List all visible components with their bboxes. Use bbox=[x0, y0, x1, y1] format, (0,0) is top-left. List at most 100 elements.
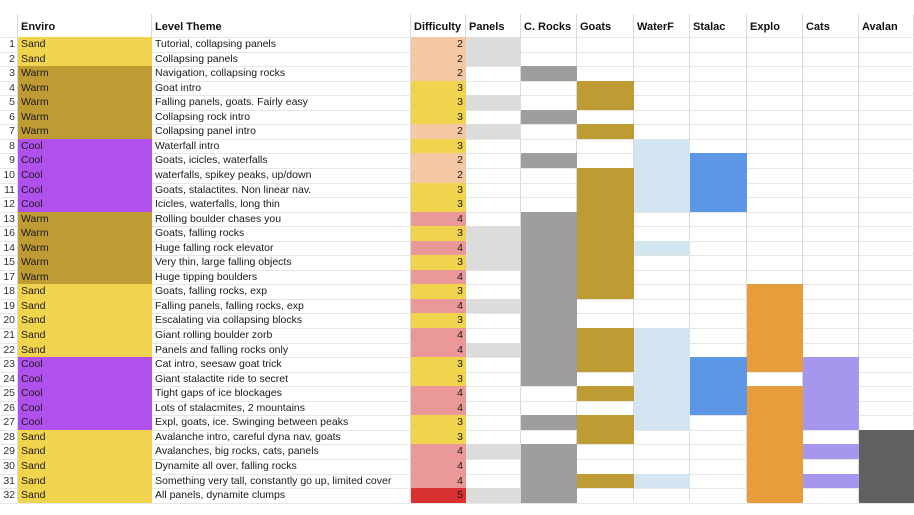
feature-panels-cell[interactable] bbox=[466, 255, 521, 271]
header-explo[interactable]: Explo bbox=[750, 21, 780, 33]
difficulty-cell[interactable]: 3 bbox=[411, 80, 466, 96]
level-theme-cell[interactable]: Lots of stalacmites, 2 mountains bbox=[155, 401, 305, 414]
header-panels[interactable]: Panels bbox=[469, 21, 505, 33]
feature-waterf-cell[interactable] bbox=[634, 153, 690, 169]
level-theme-cell[interactable]: Dynamite all over, falling rocks bbox=[155, 459, 297, 472]
enviro-cell[interactable]: Cool bbox=[18, 415, 152, 431]
feature-crocks-cell[interactable] bbox=[521, 153, 577, 169]
feature-panels-cell[interactable] bbox=[466, 51, 521, 67]
feature-cats-cell[interactable] bbox=[803, 473, 859, 489]
level-theme-cell[interactable]: Collapsing panel intro bbox=[155, 125, 256, 138]
level-theme-cell[interactable]: Falling panels, falling rocks, exp bbox=[155, 299, 304, 312]
feature-stalac-cell[interactable] bbox=[690, 167, 747, 183]
feature-goats-cell[interactable] bbox=[577, 182, 634, 198]
feature-goats-cell[interactable] bbox=[577, 357, 634, 373]
difficulty-cell[interactable]: 4 bbox=[411, 342, 466, 358]
feature-crocks-cell[interactable] bbox=[521, 342, 577, 358]
difficulty-cell[interactable]: 3 bbox=[411, 109, 466, 125]
feature-goats-cell[interactable] bbox=[577, 124, 634, 140]
level-theme-cell[interactable]: Goats, falling rocks, exp bbox=[155, 285, 268, 298]
enviro-cell[interactable]: Cool bbox=[18, 400, 152, 416]
feature-waterf-cell[interactable] bbox=[634, 357, 690, 373]
difficulty-cell[interactable]: 4 bbox=[411, 473, 466, 489]
feature-stalac-cell[interactable] bbox=[690, 357, 747, 373]
row-number[interactable]: 23 bbox=[3, 358, 15, 371]
enviro-cell[interactable]: Cool bbox=[18, 386, 152, 402]
level-theme-cell[interactable]: Avalanches, big rocks, cats, panels bbox=[155, 445, 319, 458]
enviro-cell[interactable]: Cool bbox=[18, 138, 152, 154]
feature-panels-cell[interactable] bbox=[466, 95, 521, 111]
row-number[interactable]: 17 bbox=[3, 270, 15, 283]
enviro-cell[interactable]: Warm bbox=[18, 80, 152, 96]
enviro-cell[interactable]: Cool bbox=[18, 371, 152, 387]
row-number[interactable]: 19 bbox=[3, 299, 15, 312]
difficulty-cell[interactable]: 3 bbox=[411, 95, 466, 111]
enviro-cell[interactable]: Warm bbox=[18, 109, 152, 125]
feature-crocks-cell[interactable] bbox=[521, 284, 577, 300]
feature-cats-cell[interactable] bbox=[803, 386, 859, 402]
enviro-cell[interactable]: Warm bbox=[18, 226, 152, 242]
level-theme-cell[interactable]: Icicles, waterfalls, long thin bbox=[155, 198, 280, 211]
difficulty-cell[interactable]: 3 bbox=[411, 415, 466, 431]
header-difficulty[interactable]: Difficulty bbox=[414, 21, 462, 33]
feature-goats-cell[interactable] bbox=[577, 80, 634, 96]
header-cats[interactable]: Cats bbox=[806, 21, 830, 33]
difficulty-cell[interactable]: 3 bbox=[411, 371, 466, 387]
level-theme-cell[interactable]: Waterfall intro bbox=[155, 139, 220, 152]
feature-goats-cell[interactable] bbox=[577, 95, 634, 111]
feature-goats-cell[interactable] bbox=[577, 240, 634, 256]
feature-goats-cell[interactable] bbox=[577, 255, 634, 271]
row-number[interactable]: 24 bbox=[3, 372, 15, 385]
row-number[interactable]: 32 bbox=[3, 489, 15, 502]
feature-crocks-cell[interactable] bbox=[521, 473, 577, 489]
difficulty-cell[interactable]: 2 bbox=[411, 167, 466, 183]
feature-panels-cell[interactable] bbox=[466, 342, 521, 358]
level-theme-cell[interactable]: Escalating via collapsing blocks bbox=[155, 314, 303, 327]
difficulty-cell[interactable]: 3 bbox=[411, 284, 466, 300]
feature-crocks-cell[interactable] bbox=[521, 444, 577, 460]
enviro-cell[interactable]: Cool bbox=[18, 167, 152, 183]
feature-waterf-cell[interactable] bbox=[634, 400, 690, 416]
row-number[interactable]: 30 bbox=[3, 459, 15, 472]
feature-stalac-cell[interactable] bbox=[690, 386, 747, 402]
level-theme-cell[interactable]: Collapsing panels bbox=[155, 52, 238, 65]
feature-crocks-cell[interactable] bbox=[521, 371, 577, 387]
difficulty-cell[interactable]: 4 bbox=[411, 386, 466, 402]
feature-crocks-cell[interactable] bbox=[521, 269, 577, 285]
feature-crocks-cell[interactable] bbox=[521, 488, 577, 504]
feature-crocks-cell[interactable] bbox=[521, 66, 577, 82]
feature-panels-cell[interactable] bbox=[466, 298, 521, 314]
row-number[interactable]: 2 bbox=[9, 52, 15, 65]
difficulty-cell[interactable]: 3 bbox=[411, 429, 466, 445]
difficulty-cell[interactable]: 3 bbox=[411, 357, 466, 373]
difficulty-cell[interactable]: 4 bbox=[411, 269, 466, 285]
row-number[interactable]: 22 bbox=[3, 343, 15, 356]
feature-goats-cell[interactable] bbox=[577, 226, 634, 242]
feature-waterf-cell[interactable] bbox=[634, 386, 690, 402]
feature-explo-cell[interactable] bbox=[747, 298, 803, 314]
feature-goats-cell[interactable] bbox=[577, 197, 634, 213]
enviro-cell[interactable]: Sand bbox=[18, 444, 152, 460]
feature-avalan-cell[interactable] bbox=[859, 458, 914, 474]
feature-avalan-cell[interactable] bbox=[859, 488, 914, 504]
enviro-cell[interactable]: Cool bbox=[18, 357, 152, 373]
level-theme-cell[interactable]: Giant stalactite ride to secret bbox=[155, 372, 289, 385]
difficulty-cell[interactable]: 2 bbox=[411, 37, 466, 53]
feature-goats-cell[interactable] bbox=[577, 386, 634, 402]
feature-explo-cell[interactable] bbox=[747, 488, 803, 504]
enviro-cell[interactable]: Sand bbox=[18, 488, 152, 504]
row-number[interactable]: 7 bbox=[9, 125, 15, 138]
difficulty-cell[interactable]: 3 bbox=[411, 197, 466, 213]
level-theme-cell[interactable]: All panels, dynamite clumps bbox=[155, 489, 286, 502]
row-number[interactable]: 11 bbox=[4, 183, 15, 196]
row-number[interactable]: 27 bbox=[3, 416, 15, 429]
feature-waterf-cell[interactable] bbox=[634, 138, 690, 154]
enviro-cell[interactable]: Warm bbox=[18, 240, 152, 256]
feature-crocks-cell[interactable] bbox=[521, 226, 577, 242]
enviro-cell[interactable]: Sand bbox=[18, 51, 152, 67]
feature-explo-cell[interactable] bbox=[747, 400, 803, 416]
feature-panels-cell[interactable] bbox=[466, 240, 521, 256]
level-theme-cell[interactable]: Goat intro bbox=[155, 81, 202, 94]
row-number[interactable]: 29 bbox=[3, 445, 15, 458]
level-theme-cell[interactable]: Collapsing rock intro bbox=[155, 110, 251, 123]
